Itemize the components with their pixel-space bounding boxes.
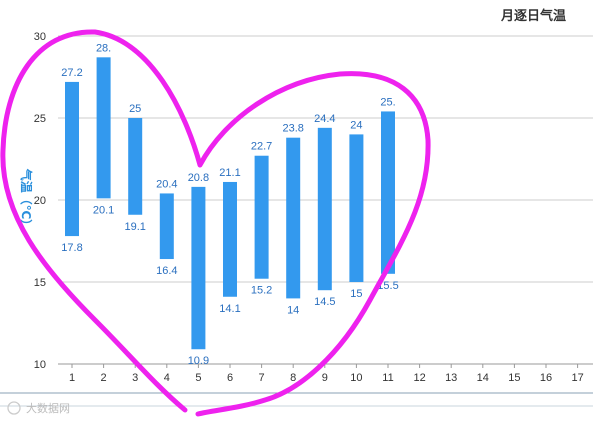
temperature-bar: [96, 57, 111, 199]
high-value-label: 27.2: [61, 67, 82, 79]
x-tick-label: 5: [195, 372, 201, 384]
high-value-label: 22.7: [251, 141, 272, 153]
low-value-label: 16.4: [156, 265, 177, 277]
watermark-text: 大数据网: [26, 401, 70, 415]
x-tick-label: 10: [350, 372, 362, 384]
y-tick-label: 25: [34, 113, 46, 125]
x-tick-label: 6: [227, 372, 233, 384]
low-value-label: 17.8: [61, 242, 82, 254]
data-labels: 27.2 17.8 28. 20.1 25 19.1 20.4 16.4 20.8 10.9 21.…: [61, 42, 398, 367]
y-axis-label: 气温（℃）: [19, 168, 34, 232]
high-value-label: 21.1: [219, 167, 240, 179]
temperature-bar: [223, 181, 237, 297]
low-value-label: 15.5: [377, 280, 398, 292]
x-tick-label: 4: [164, 372, 170, 384]
y-tick-label: 20: [34, 195, 46, 207]
x-axis-ticks: 1 2 3 4 5 6 7 8 9 10 11 12 13 14 15 16 17: [69, 364, 584, 384]
x-tick-label: 8: [290, 372, 296, 384]
y-axis-ticks: 10 15 20 25 30: [34, 31, 46, 371]
y-tick-label: 10: [34, 359, 46, 371]
watermark: 大数据网: [7, 401, 70, 415]
low-value-label: 15: [350, 288, 362, 300]
high-value-label: 25: [129, 103, 141, 115]
high-value-label: 24: [350, 119, 362, 131]
x-tick-label: 3: [132, 372, 138, 384]
high-value-label: 23.8: [282, 123, 303, 135]
x-tick-label: 14: [477, 372, 489, 384]
watermark-icon: [7, 401, 21, 415]
low-value-label: 10.9: [188, 355, 209, 367]
hand-drawn-heart: [0, 29, 431, 417]
low-value-label: 19.1: [124, 221, 145, 233]
x-tick-label: 1: [69, 372, 75, 384]
low-value-label: 15.2: [251, 285, 272, 297]
low-value-label: 14.5: [314, 296, 335, 308]
x-tick-label: 9: [322, 372, 328, 384]
x-tick-label: 7: [259, 372, 265, 384]
temperature-bar: [286, 137, 301, 299]
high-value-label: 25.: [380, 96, 395, 108]
temperature-bar: [317, 127, 332, 291]
temperature-bar: [65, 81, 79, 237]
y-tick-label: 30: [34, 31, 46, 43]
x-tick-label: 12: [413, 372, 425, 384]
x-tick-label: 11: [382, 372, 393, 384]
high-value-label: 24.4: [314, 113, 335, 125]
temperature-bar: [159, 193, 174, 260]
high-value-label: 28.: [96, 42, 111, 54]
x-tick-label: 17: [571, 372, 583, 384]
temperature-bar: [349, 134, 364, 282]
low-value-label: 14: [287, 304, 299, 316]
x-tick-label: 15: [508, 372, 520, 384]
high-value-label: 20.4: [156, 178, 177, 190]
x-tick-label: 2: [101, 372, 107, 384]
x-tick-label: 13: [445, 372, 457, 384]
temperature-bar: [128, 118, 143, 215]
high-value-label: 20.8: [188, 172, 209, 184]
bars: [65, 57, 395, 350]
x-tick-label: 16: [540, 372, 552, 384]
low-value-label: 20.1: [93, 204, 114, 216]
temperature-bar: [191, 186, 206, 350]
temperature-bar: [381, 111, 395, 274]
chart-title: 月逐日气温: [500, 8, 566, 24]
y-tick-label: 15: [34, 277, 46, 289]
low-value-label: 14.1: [219, 303, 240, 315]
temperature-bar: [254, 155, 269, 279]
